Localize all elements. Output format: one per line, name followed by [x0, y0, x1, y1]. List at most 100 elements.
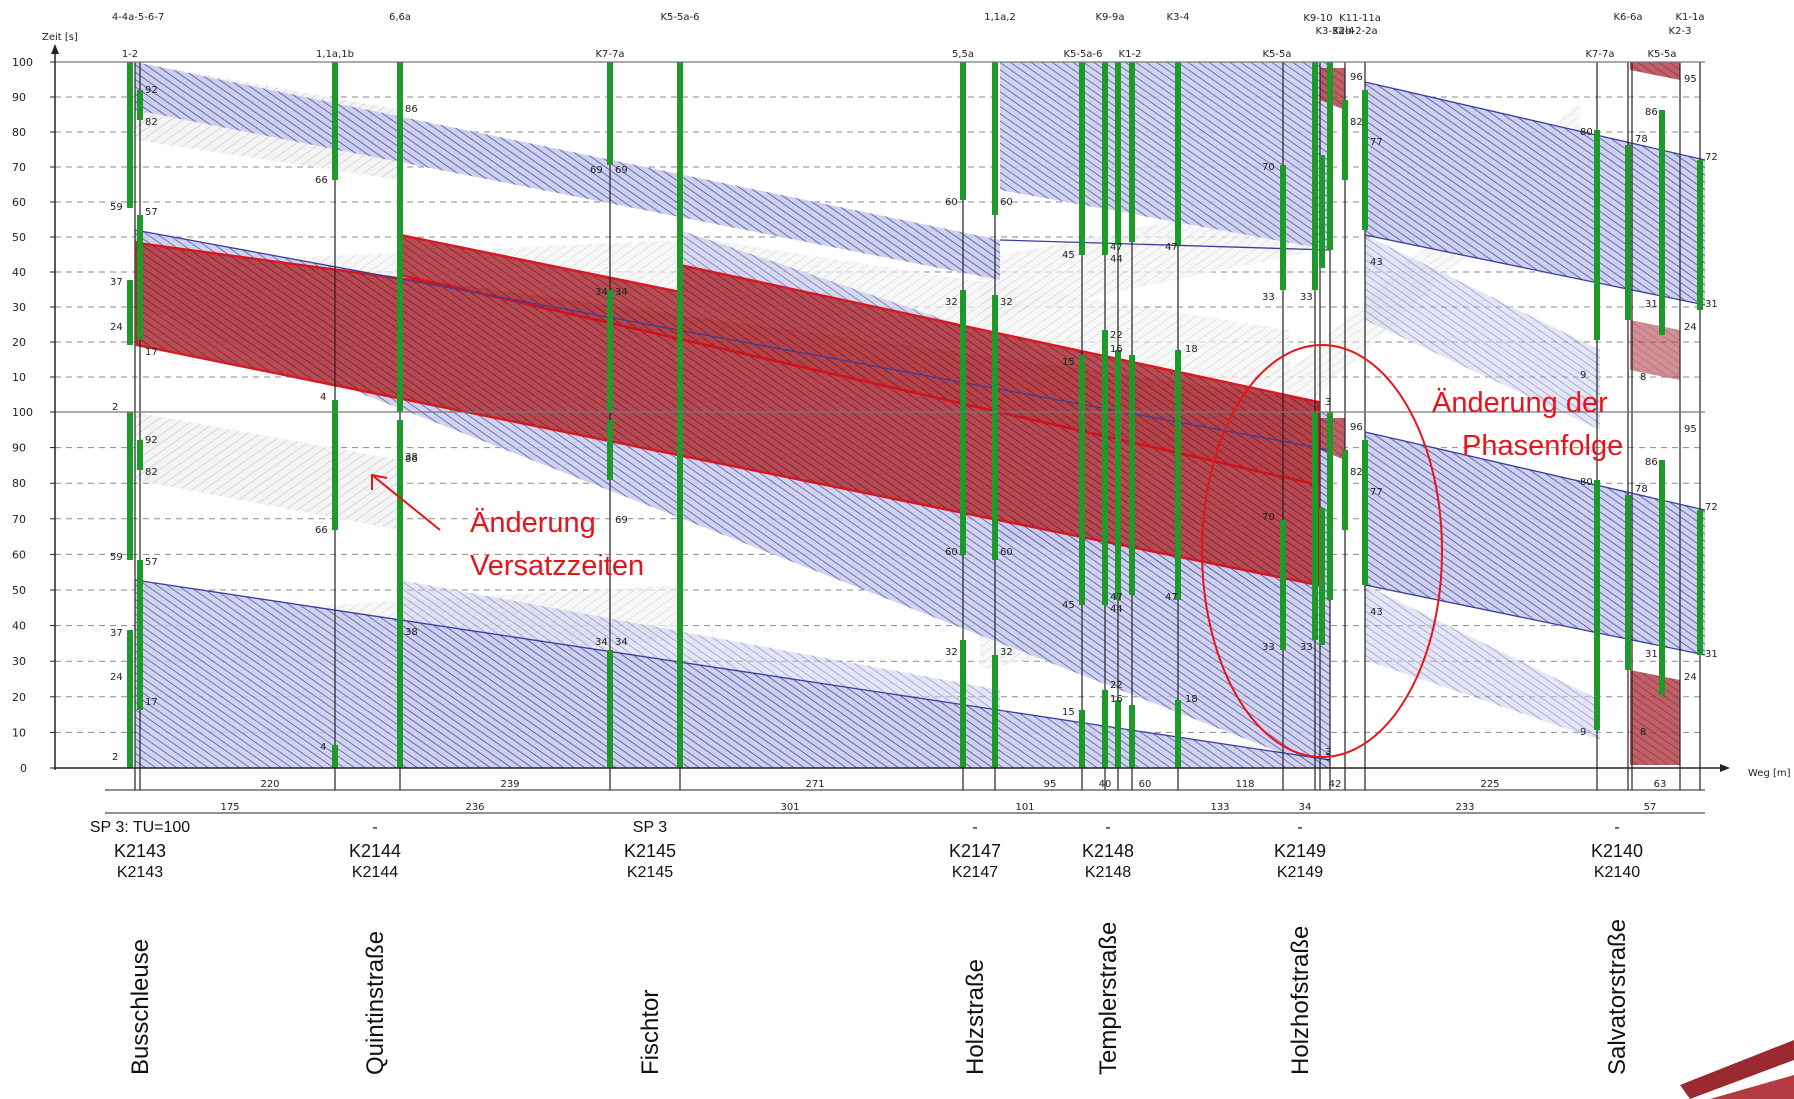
annotation-offset-line-1: Änderung	[470, 507, 596, 539]
intersection-K2147: - K2147 K2147 Holzstraße	[949, 819, 1001, 1075]
signal-group-labels-top: 4-4a-5-6-7 6,6a K5-5a-6 1,1a,2 K9-9a K3-4 K9-1…	[112, 12, 1705, 37]
signal-group-label: K7-7a	[1585, 49, 1614, 60]
time-label: 31	[1705, 649, 1718, 660]
green-phase-bar	[1625, 495, 1631, 670]
time-label: 24	[1684, 672, 1697, 683]
annotation-offset-change: Änderung Versatzzeiten	[371, 473, 644, 582]
green-phase-bar	[1115, 62, 1121, 245]
time-label: 86	[405, 454, 418, 465]
sp-label: -	[372, 819, 377, 836]
time-label: 34	[595, 287, 608, 298]
signal-group-labels-second: 1-2 1,1a,1b K7-7a 5,5a K5-5a-6 K1-2 K5-5a K7-7a…	[122, 49, 1677, 60]
green-phase-bar	[1327, 412, 1333, 600]
time-label: 86	[1645, 107, 1658, 118]
green-phase-bar	[332, 62, 338, 180]
green-phase-bar	[137, 560, 143, 710]
green-phase-bar	[1342, 100, 1348, 180]
time-label: 69	[615, 515, 628, 526]
time-label: 33	[1300, 642, 1313, 653]
intersection-id-secondary: K2143	[117, 864, 163, 881]
distance-label: 271	[805, 779, 824, 790]
time-label: 4	[320, 392, 326, 403]
signal-group-label: K1-1a	[1675, 12, 1704, 23]
green-phase-bar	[1342, 450, 1348, 530]
signal-group-label: 4-4a-5-6-7	[112, 12, 164, 23]
signal-group-label: 1,1a,1b	[316, 49, 354, 60]
time-label: 44	[1110, 604, 1123, 615]
green-phase-bar	[1115, 412, 1121, 600]
time-label: 8	[1640, 727, 1646, 738]
time-label: 37	[110, 628, 123, 639]
time-label: 17	[145, 697, 158, 708]
time-label: 24	[110, 672, 123, 683]
intersection-id: K2148	[1082, 841, 1134, 861]
street-name: Holzhofstraße	[1287, 926, 1314, 1075]
distance-row-2: 175 236 301 101 133 34 233 57	[220, 802, 1656, 813]
time-label: 57	[145, 207, 158, 218]
green-phase-bar	[677, 412, 683, 768]
intersection-id: K2144	[349, 841, 401, 861]
distance-label: 225	[1480, 779, 1499, 790]
distance-label: 34	[1299, 802, 1312, 813]
time-label: 82	[1350, 117, 1363, 128]
signal-group-label: K3-4	[1167, 12, 1190, 23]
green-phase-bar	[127, 412, 133, 560]
time-label: 3	[1325, 397, 1331, 408]
green-phase-bar	[960, 640, 966, 768]
signal-group-label: K9-9a	[1095, 12, 1124, 23]
time-label: 45	[1062, 600, 1075, 611]
intersection-id-secondary: K2140	[1594, 864, 1640, 881]
green-phase-bar	[1280, 520, 1286, 650]
time-label: 16	[1110, 344, 1123, 355]
time-label: 31	[1705, 299, 1718, 310]
green-phase-bar	[1327, 62, 1333, 250]
sp-label: SP 3: TU=100	[90, 819, 190, 836]
y-tick-label: 40	[12, 620, 26, 633]
y-tick-label: 10	[12, 726, 26, 739]
time-label: 66	[315, 525, 328, 536]
y-axis-title: Zeit [s]	[42, 32, 78, 43]
time-label: 37	[110, 277, 123, 288]
time-label: 22	[1110, 680, 1123, 691]
y-tick-label: 100	[12, 406, 33, 419]
green-phase-bar	[607, 650, 613, 768]
green-phase-bar	[397, 420, 403, 768]
time-label: 95	[1684, 424, 1697, 435]
y-tick-label: 0	[20, 762, 27, 775]
time-label: 32	[1000, 297, 1013, 308]
green-phase-bar	[960, 62, 966, 200]
time-label: 24	[110, 322, 123, 333]
green-phase-bar	[1175, 700, 1181, 768]
green-phase-bar	[960, 412, 966, 555]
signal-group-label: K7-7a	[595, 49, 624, 60]
time-label: 70	[1262, 162, 1275, 173]
signal-group-label: K11-11a	[1339, 13, 1381, 24]
y-tick-label: 30	[12, 655, 26, 668]
time-label: 9	[1580, 370, 1586, 381]
time-label: 96	[1350, 72, 1363, 83]
intersection-K2144: - K2144 K2144 Quintinstraße	[349, 819, 401, 1075]
x-axis-arrow	[1720, 764, 1730, 772]
time-label: 60	[945, 197, 958, 208]
time-label: 47	[1110, 242, 1123, 253]
signal-group-label: K9-10	[1303, 13, 1332, 24]
time-label: 9	[1580, 727, 1586, 738]
annotation-phase-line-2: Phasenfolge	[1462, 430, 1623, 462]
y-tick-label: 10	[12, 371, 26, 384]
time-label: 59	[110, 552, 123, 563]
time-label: 2	[112, 402, 118, 413]
time-label: 38	[405, 452, 418, 463]
time-label: 60	[1000, 547, 1013, 558]
signal-group-label: 6,6a	[389, 12, 411, 23]
time-label: 60	[945, 547, 958, 558]
intersection-id: K2149	[1274, 841, 1326, 861]
annotation-phase-line-1: Änderung der	[1432, 387, 1608, 419]
time-label: 31	[1645, 649, 1658, 660]
intersection-id: K2145	[624, 841, 676, 861]
signal-group-label: K2-3	[1669, 26, 1692, 37]
sp-label: SP 3	[633, 819, 668, 836]
green-phase-bar	[332, 745, 338, 768]
green-phase-bar	[607, 62, 613, 165]
distance-label: 40	[1099, 779, 1112, 790]
